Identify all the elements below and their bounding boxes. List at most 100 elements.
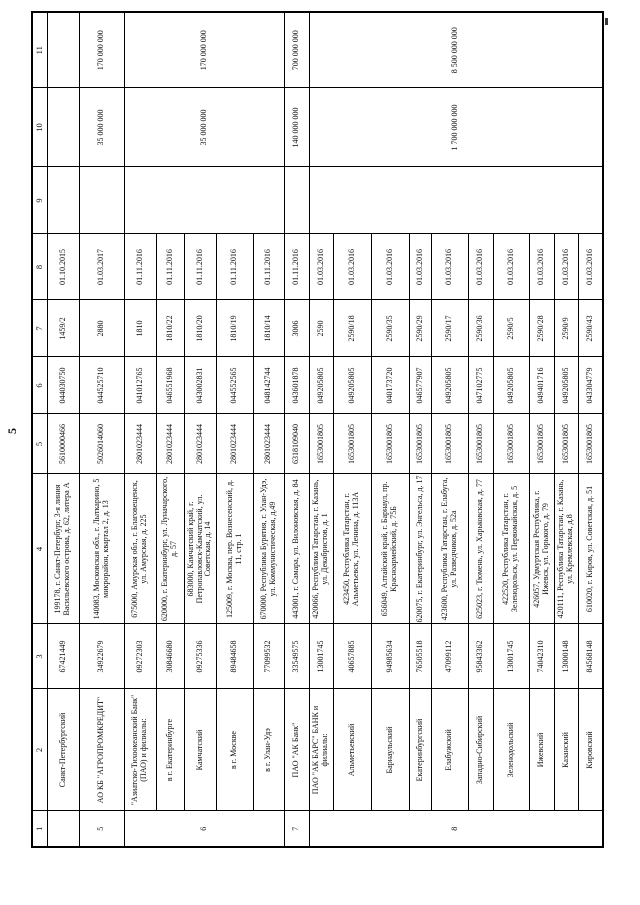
table-cell: ПАО "АК БАРС" БАНК и филиалы: <box>309 689 333 811</box>
table-cell: 1810/19 <box>216 300 253 357</box>
table-cell: 2801023444 <box>216 414 253 474</box>
scan-artifact <box>605 18 608 25</box>
table-row: 6 "Азиатско-Тихоокеанский Банк" (ПАО) и ф… <box>124 12 284 847</box>
table-cell: 01.03.2016 <box>431 234 468 300</box>
table-cell: 610020, г. Киров, ул. Советская, д. 51 <box>578 474 603 624</box>
column-number-cell: 11 <box>32 12 47 88</box>
table-cell: 043304779 <box>578 357 603 414</box>
table-cell: 01.03.2016 <box>409 234 431 300</box>
table-row: 8 ПАО "АК БАРС" БАНК и филиалы: 13001745 42… <box>309 12 603 847</box>
table-cell: в г. Улан-Удэ <box>253 689 284 811</box>
table-cell: 2590/28 <box>529 300 554 357</box>
table-cell: 620075, г. Екатеринбург, ул. Энгельса, д… <box>409 474 431 624</box>
table-cell: 049205805 <box>493 357 529 414</box>
table-cell: 01.03.2017 <box>79 234 124 300</box>
table-cell: 6318109040 <box>284 414 309 474</box>
table-cell: 140083, Московская обл., г. Лыткарино, 5… <box>79 474 124 624</box>
table-cell: 1653001805 <box>371 414 409 474</box>
table-cell: 2590/5 <box>493 300 529 357</box>
table-cell: 2590/9 <box>554 300 578 357</box>
table-cell: АО КБ "АГРОПРОМКРЕДИТ" <box>79 689 124 811</box>
table-cell <box>47 811 79 847</box>
table-cell: 13001745 <box>493 624 529 689</box>
table-cell: ПАО "АК Банк" <box>284 689 309 811</box>
table-cell <box>284 167 309 234</box>
table-cell: 443001, г. Самара, ул. Вилоновская, д. 8… <box>284 474 309 624</box>
table-cell: Зеленодольский <box>493 689 529 811</box>
table-cell: 1459/2 <box>47 300 79 357</box>
table-cell: 044552565 <box>216 357 253 414</box>
table-cell: 40657885 <box>333 624 371 689</box>
table-cell: 049205805 <box>333 357 371 414</box>
table-cell: 5026014060 <box>79 414 124 474</box>
table-cell: 2590/36 <box>468 300 493 357</box>
table-row: 7 ПАО "АК Банк" 33549575 443001, г. Самара,… <box>284 12 309 847</box>
table-cell: "Азиатско-Тихоокеанский Банк" (ПАО) и фи… <box>124 689 156 811</box>
table-cell: 199178, г. Санкт-Петербург, 3-я линия Ва… <box>47 474 79 624</box>
table-cell: 47099112 <box>431 624 468 689</box>
table-cell: 84568148 <box>578 624 603 689</box>
column-number-cell: 7 <box>32 300 47 357</box>
table-cell <box>124 167 284 234</box>
table-cell: 049205805 <box>309 357 333 414</box>
table-cell: 041012765 <box>124 357 156 414</box>
column-number-cell: 1 <box>32 811 47 847</box>
table-cell: 170 000 000 <box>124 12 284 88</box>
table-cell: 67421449 <box>47 624 79 689</box>
table-cell: 620000, г. Екатеринбург, ул. Луначарског… <box>156 474 184 624</box>
table-cell: 140 000 000 <box>284 88 309 167</box>
table-cell: 1653001805 <box>529 414 554 474</box>
table-cell: 2801023444 <box>124 414 156 474</box>
table-cell: 423450, Республика Татарстан, г. Альметь… <box>333 474 371 624</box>
table-cell: 8 500 000 000 <box>309 12 603 88</box>
column-number-cell: 3 <box>32 624 47 689</box>
table-cell <box>47 167 79 234</box>
table-cell: 046551968 <box>156 357 184 414</box>
table-cell: 7 <box>284 811 309 847</box>
table-cell: 2590 <box>309 300 333 357</box>
table-cell: 33549575 <box>284 624 309 689</box>
table-cell: 09272303 <box>124 624 156 689</box>
table-cell: 1810/20 <box>184 300 216 357</box>
table-cell: Западно-Сибирский <box>468 689 493 811</box>
table-cell: 1653001805 <box>554 414 578 474</box>
table-cell: 2801023444 <box>253 414 284 474</box>
table-cell: 048142744 <box>253 357 284 414</box>
column-number-cell: 10 <box>32 88 47 167</box>
table-cell: 2801023444 <box>156 414 184 474</box>
table-cell: 625023, г. Тюмень, ул. Харьковская, д. 7… <box>468 474 493 624</box>
table-header-row: 1 2 3 4 5 6 7 8 9 10 11 <box>32 12 47 847</box>
table-cell: 13001745 <box>309 624 333 689</box>
table-cell: 13000148 <box>554 624 578 689</box>
table-cell: 046577907 <box>409 357 431 414</box>
table-cell: 047102775 <box>468 357 493 414</box>
table-cell: 422520, Республика Татарстан, г. Зеленод… <box>493 474 529 624</box>
table-cell: 125009, г. Москва, пер. Вознесенский, д.… <box>216 474 253 624</box>
table-cell: 049401716 <box>529 357 554 414</box>
table-cell: 1653001805 <box>409 414 431 474</box>
table-cell: 01.10.2015 <box>47 234 79 300</box>
table-cell: 2590/29 <box>409 300 431 357</box>
table-cell: 77099532 <box>253 624 284 689</box>
table-cell <box>79 167 124 234</box>
table-cell: 1653001805 <box>493 414 529 474</box>
bank-registry-table: 1 2 3 4 5 6 7 8 9 10 11 Санкт-Петербургский 67421449… <box>31 11 604 848</box>
table-cell <box>309 167 603 234</box>
column-number-cell: 8 <box>32 234 47 300</box>
table-cell: Казанский <box>554 689 578 811</box>
table-cell: 1810/22 <box>156 300 184 357</box>
table-cell: 2590/43 <box>578 300 603 357</box>
table-cell: 426057, Удмуртская Республика, г. Ижевск… <box>529 474 554 624</box>
table-cell: 049205805 <box>431 357 468 414</box>
table-cell: 01.03.2016 <box>529 234 554 300</box>
table-cell: 30846680 <box>156 624 184 689</box>
table-cell: 423600, Республика Татарстан, г. Елабуга… <box>431 474 468 624</box>
table-cell: Камчатский <box>184 689 216 811</box>
table-cell: 01.03.2016 <box>468 234 493 300</box>
table-cell: 01.11.2016 <box>284 234 309 300</box>
table-cell: 420111, Республика Татарстан, г. Казань,… <box>554 474 578 624</box>
table-cell: 670000, Республика Бурятия, г. Улан-Удэ,… <box>253 474 284 624</box>
table-cell: 1810 <box>124 300 156 357</box>
table-cell: Барнаульский <box>371 689 409 811</box>
table-cell: 043601878 <box>284 357 309 414</box>
